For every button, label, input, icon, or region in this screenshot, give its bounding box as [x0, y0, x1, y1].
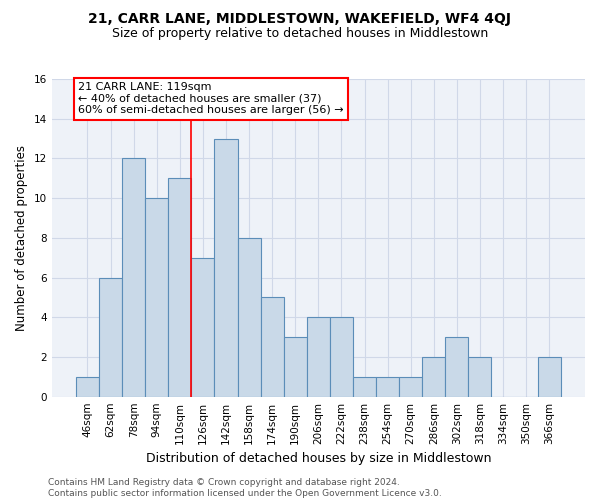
Bar [307, 318, 330, 396]
Y-axis label: Number of detached properties: Number of detached properties [15, 145, 28, 331]
Text: Size of property relative to detached houses in Middlestown: Size of property relative to detached ho… [112, 28, 488, 40]
Bar [284, 337, 307, 396]
Bar [168, 178, 191, 396]
Bar [376, 377, 399, 396]
Bar [214, 138, 238, 396]
Bar [260, 298, 284, 396]
Bar [399, 377, 422, 396]
Bar [145, 198, 168, 396]
Text: 21 CARR LANE: 119sqm
← 40% of detached houses are smaller (37)
60% of semi-detac: 21 CARR LANE: 119sqm ← 40% of detached h… [78, 82, 344, 115]
Text: Contains HM Land Registry data © Crown copyright and database right 2024.
Contai: Contains HM Land Registry data © Crown c… [48, 478, 442, 498]
X-axis label: Distribution of detached houses by size in Middlestown: Distribution of detached houses by size … [146, 452, 491, 465]
Bar [422, 357, 445, 397]
Bar [445, 337, 469, 396]
Bar [191, 258, 214, 396]
Bar [99, 278, 122, 396]
Text: 21, CARR LANE, MIDDLESTOWN, WAKEFIELD, WF4 4QJ: 21, CARR LANE, MIDDLESTOWN, WAKEFIELD, W… [89, 12, 511, 26]
Bar [330, 318, 353, 396]
Bar [76, 377, 99, 396]
Bar [538, 357, 561, 397]
Bar [469, 357, 491, 397]
Bar [122, 158, 145, 396]
Bar [238, 238, 260, 396]
Bar [353, 377, 376, 396]
